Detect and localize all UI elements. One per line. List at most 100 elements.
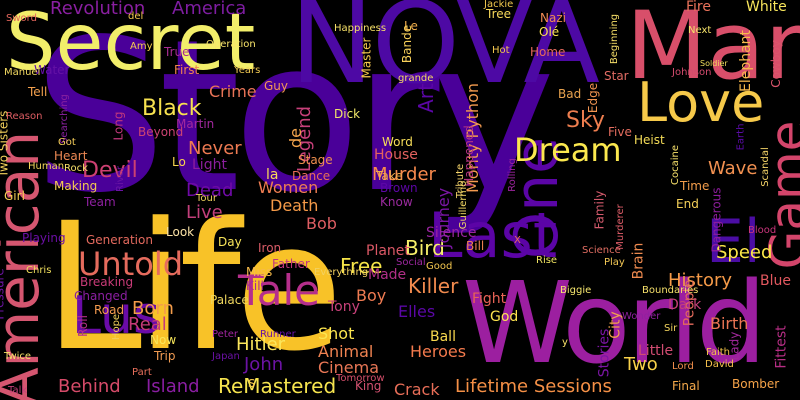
word: Time: [680, 179, 710, 193]
word: Elles: [398, 302, 436, 321]
word: Brain: [630, 242, 647, 280]
word: Human: [28, 161, 65, 172]
word: Lord: [672, 361, 694, 372]
word: Light: [192, 157, 227, 173]
word: Manuel: [4, 67, 41, 78]
word: Island: [146, 376, 200, 397]
word: Wave: [708, 158, 758, 179]
word: History: [668, 270, 733, 291]
word: Earth: [735, 123, 747, 151]
word: Wonder: [622, 311, 661, 322]
word: Hitler: [236, 334, 286, 355]
word: Boundaries: [642, 285, 699, 296]
word: End: [676, 197, 699, 211]
word: Man: [626, 0, 800, 101]
word: Pressure: [0, 268, 7, 320]
word: Bill: [466, 239, 485, 253]
word: Little: [638, 343, 674, 359]
word: Cocaine: [670, 145, 681, 185]
word: Fire: [686, 0, 711, 15]
word: Chris: [26, 265, 52, 276]
word: River: [114, 166, 126, 192]
word: Dream: [514, 131, 622, 169]
word: Amy: [130, 41, 153, 52]
word: Blue: [760, 273, 791, 289]
word: Father: [272, 257, 310, 271]
word: grande: [398, 73, 434, 84]
word: Iron: [258, 241, 282, 255]
word: El: [706, 207, 761, 277]
word: Heist: [634, 133, 665, 147]
word: Social: [396, 257, 426, 268]
word: Road: [94, 303, 125, 317]
word: Jackie: [484, 0, 514, 10]
word: Changed: [74, 289, 128, 303]
word: Now: [150, 333, 177, 347]
word: Two: [624, 354, 658, 375]
word: de: [286, 128, 305, 148]
word: Live: [186, 202, 223, 223]
word: Cowboy: [768, 40, 783, 88]
word: Family: [592, 190, 607, 230]
word: Behind: [58, 376, 121, 397]
word: Operation: [206, 39, 256, 50]
word: Story: [33, 0, 556, 239]
word: Tour: [196, 193, 217, 204]
word: Heroes: [410, 342, 467, 361]
word: Palace: [210, 293, 249, 307]
word: Birth: [710, 314, 749, 333]
word: Sky: [566, 108, 605, 133]
word: Dangerous: [709, 187, 724, 253]
word: Animal: [318, 342, 374, 361]
word: Star: [604, 69, 629, 83]
word: Long: [111, 111, 126, 141]
word: Black: [142, 96, 202, 121]
word: Born: [132, 298, 174, 319]
word: Stage: [298, 153, 333, 167]
word: Tree: [486, 7, 512, 21]
word: God: [490, 309, 519, 325]
word: World: [462, 259, 767, 389]
word: Guy: [264, 79, 289, 93]
word: Silence: [426, 225, 477, 241]
word: la: [266, 167, 279, 183]
word: ReMastered: [218, 374, 337, 398]
word: Real: [128, 314, 167, 335]
word: Death: [270, 196, 319, 215]
word: Hope: [111, 313, 123, 341]
word: Fight: [472, 291, 507, 307]
word: Tomorrow: [336, 373, 385, 384]
word: Happiness: [334, 23, 387, 34]
word: Part: [132, 367, 152, 378]
word: Generation: [86, 233, 153, 247]
word: Beginning: [609, 13, 621, 65]
word: Lifetime Sessions: [455, 376, 612, 397]
word: Next: [688, 25, 712, 36]
word: Women: [258, 178, 319, 197]
word: Shot: [318, 324, 355, 343]
word: NOVA: [290, 0, 600, 109]
word: House: [374, 147, 418, 163]
word: Roll: [75, 315, 90, 337]
word: Life: [44, 185, 343, 390]
word: Faith: [706, 347, 730, 358]
word: Le: [404, 19, 418, 33]
word: Dark: [668, 297, 702, 313]
word: Speed: [716, 242, 773, 263]
word: Rise: [536, 255, 558, 266]
word: Good: [426, 261, 453, 272]
word: Everything: [314, 267, 369, 278]
word: Sir: [664, 323, 678, 334]
word: Years: [234, 65, 261, 76]
word: Day: [218, 235, 242, 249]
word: Rock: [64, 163, 88, 174]
word: Master: [359, 37, 374, 79]
word: Team: [84, 195, 116, 209]
word: Crack: [394, 380, 440, 399]
word: City: [607, 311, 624, 339]
word: Elephant: [738, 29, 755, 93]
word: Home: [530, 45, 566, 59]
word: Art: [413, 83, 438, 113]
word: Olé: [539, 25, 560, 39]
